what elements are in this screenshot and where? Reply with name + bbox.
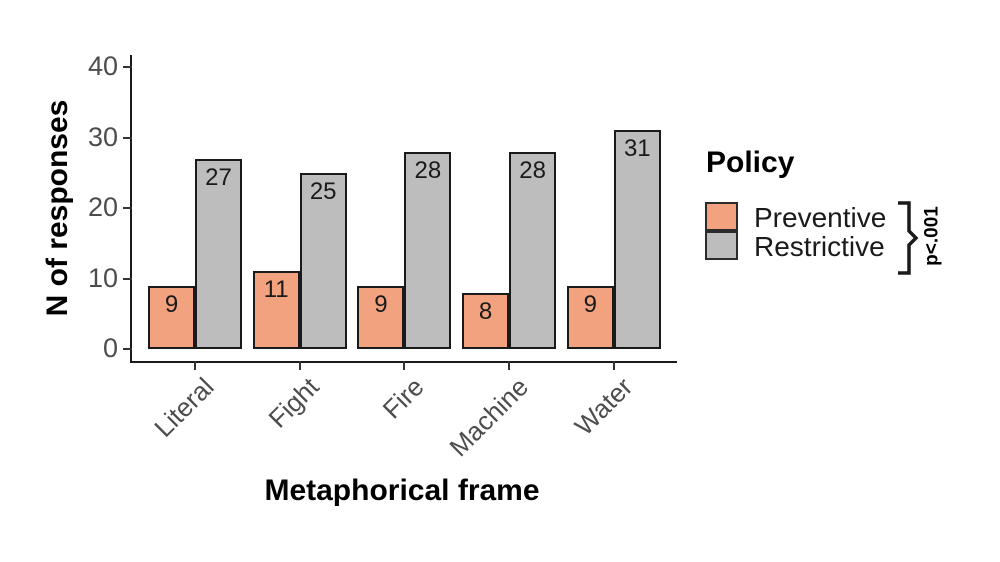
bar-preventive-water [566, 285, 614, 349]
bar-value-label: 28 [414, 156, 442, 184]
y-tick-label: 30 [87, 121, 118, 152]
y-tick-label: 10 [87, 262, 118, 293]
legend-label-restrictive: Restrictive [754, 231, 885, 262]
y-tick-mark [123, 136, 132, 139]
legend-swatch-preventive [705, 202, 738, 231]
x-tick-mark [194, 361, 196, 370]
bar-restrictive-water [613, 130, 661, 349]
significance-brace-icon [898, 201, 919, 275]
y-tick-label: 40 [87, 50, 118, 81]
x-tick-mark [403, 361, 406, 370]
bar-value-label: 31 [623, 135, 651, 163]
bar-preventive-fight [252, 271, 300, 349]
y-axis-title: N of responses [41, 99, 74, 317]
bar-preventive-machine [462, 292, 510, 349]
x-tick-label: Machine [443, 371, 534, 463]
bar-restrictive-fire [404, 151, 452, 349]
legend-label-preventive: Preventive [754, 202, 887, 233]
y-tick-mark [123, 348, 132, 350]
bar-restrictive-literal [195, 158, 242, 349]
legend-title: Policy [706, 146, 795, 179]
y-tick-mark [123, 277, 132, 280]
x-tick-label: Literal [148, 371, 220, 443]
plot-area: 0 10 20 30 40 9 27 Literal 11 25 Fight 9 28 Fire 8 28 Ma… [88, 52, 677, 462]
p-value-annotation: p<.001 [921, 206, 943, 266]
x-tick-mark [612, 361, 615, 370]
bar-preventive-literal [148, 285, 195, 349]
x-tick-label: Water [569, 371, 639, 442]
y-tick-label: 20 [87, 191, 118, 222]
bar-value-label: 28 [519, 156, 546, 184]
y-tick-mark [123, 66, 132, 68]
bar-value-label: 9 [583, 290, 597, 318]
bar-restrictive-machine [509, 151, 557, 349]
bar-value-label: 11 [263, 276, 289, 304]
bar-restrictive-fight [299, 172, 347, 349]
x-tick-label: Fire [376, 371, 430, 425]
bar-value-label: 25 [309, 177, 337, 205]
y-tick-label: 0 [102, 332, 118, 363]
bar-preventive-fire [357, 285, 405, 349]
bar-value-label: 9 [374, 290, 388, 318]
legend-swatch-restrictive [705, 231, 738, 260]
x-tick-label: Fight [262, 371, 325, 434]
bar-value-label: 8 [478, 297, 493, 325]
y-tick-mark [123, 207, 132, 209]
bar-value-label: 27 [205, 163, 232, 191]
x-axis-title: Metaphorical frame [264, 474, 540, 507]
bar-value-label: 9 [164, 290, 179, 318]
x-tick-mark [508, 361, 511, 370]
x-tick-mark [298, 361, 301, 370]
